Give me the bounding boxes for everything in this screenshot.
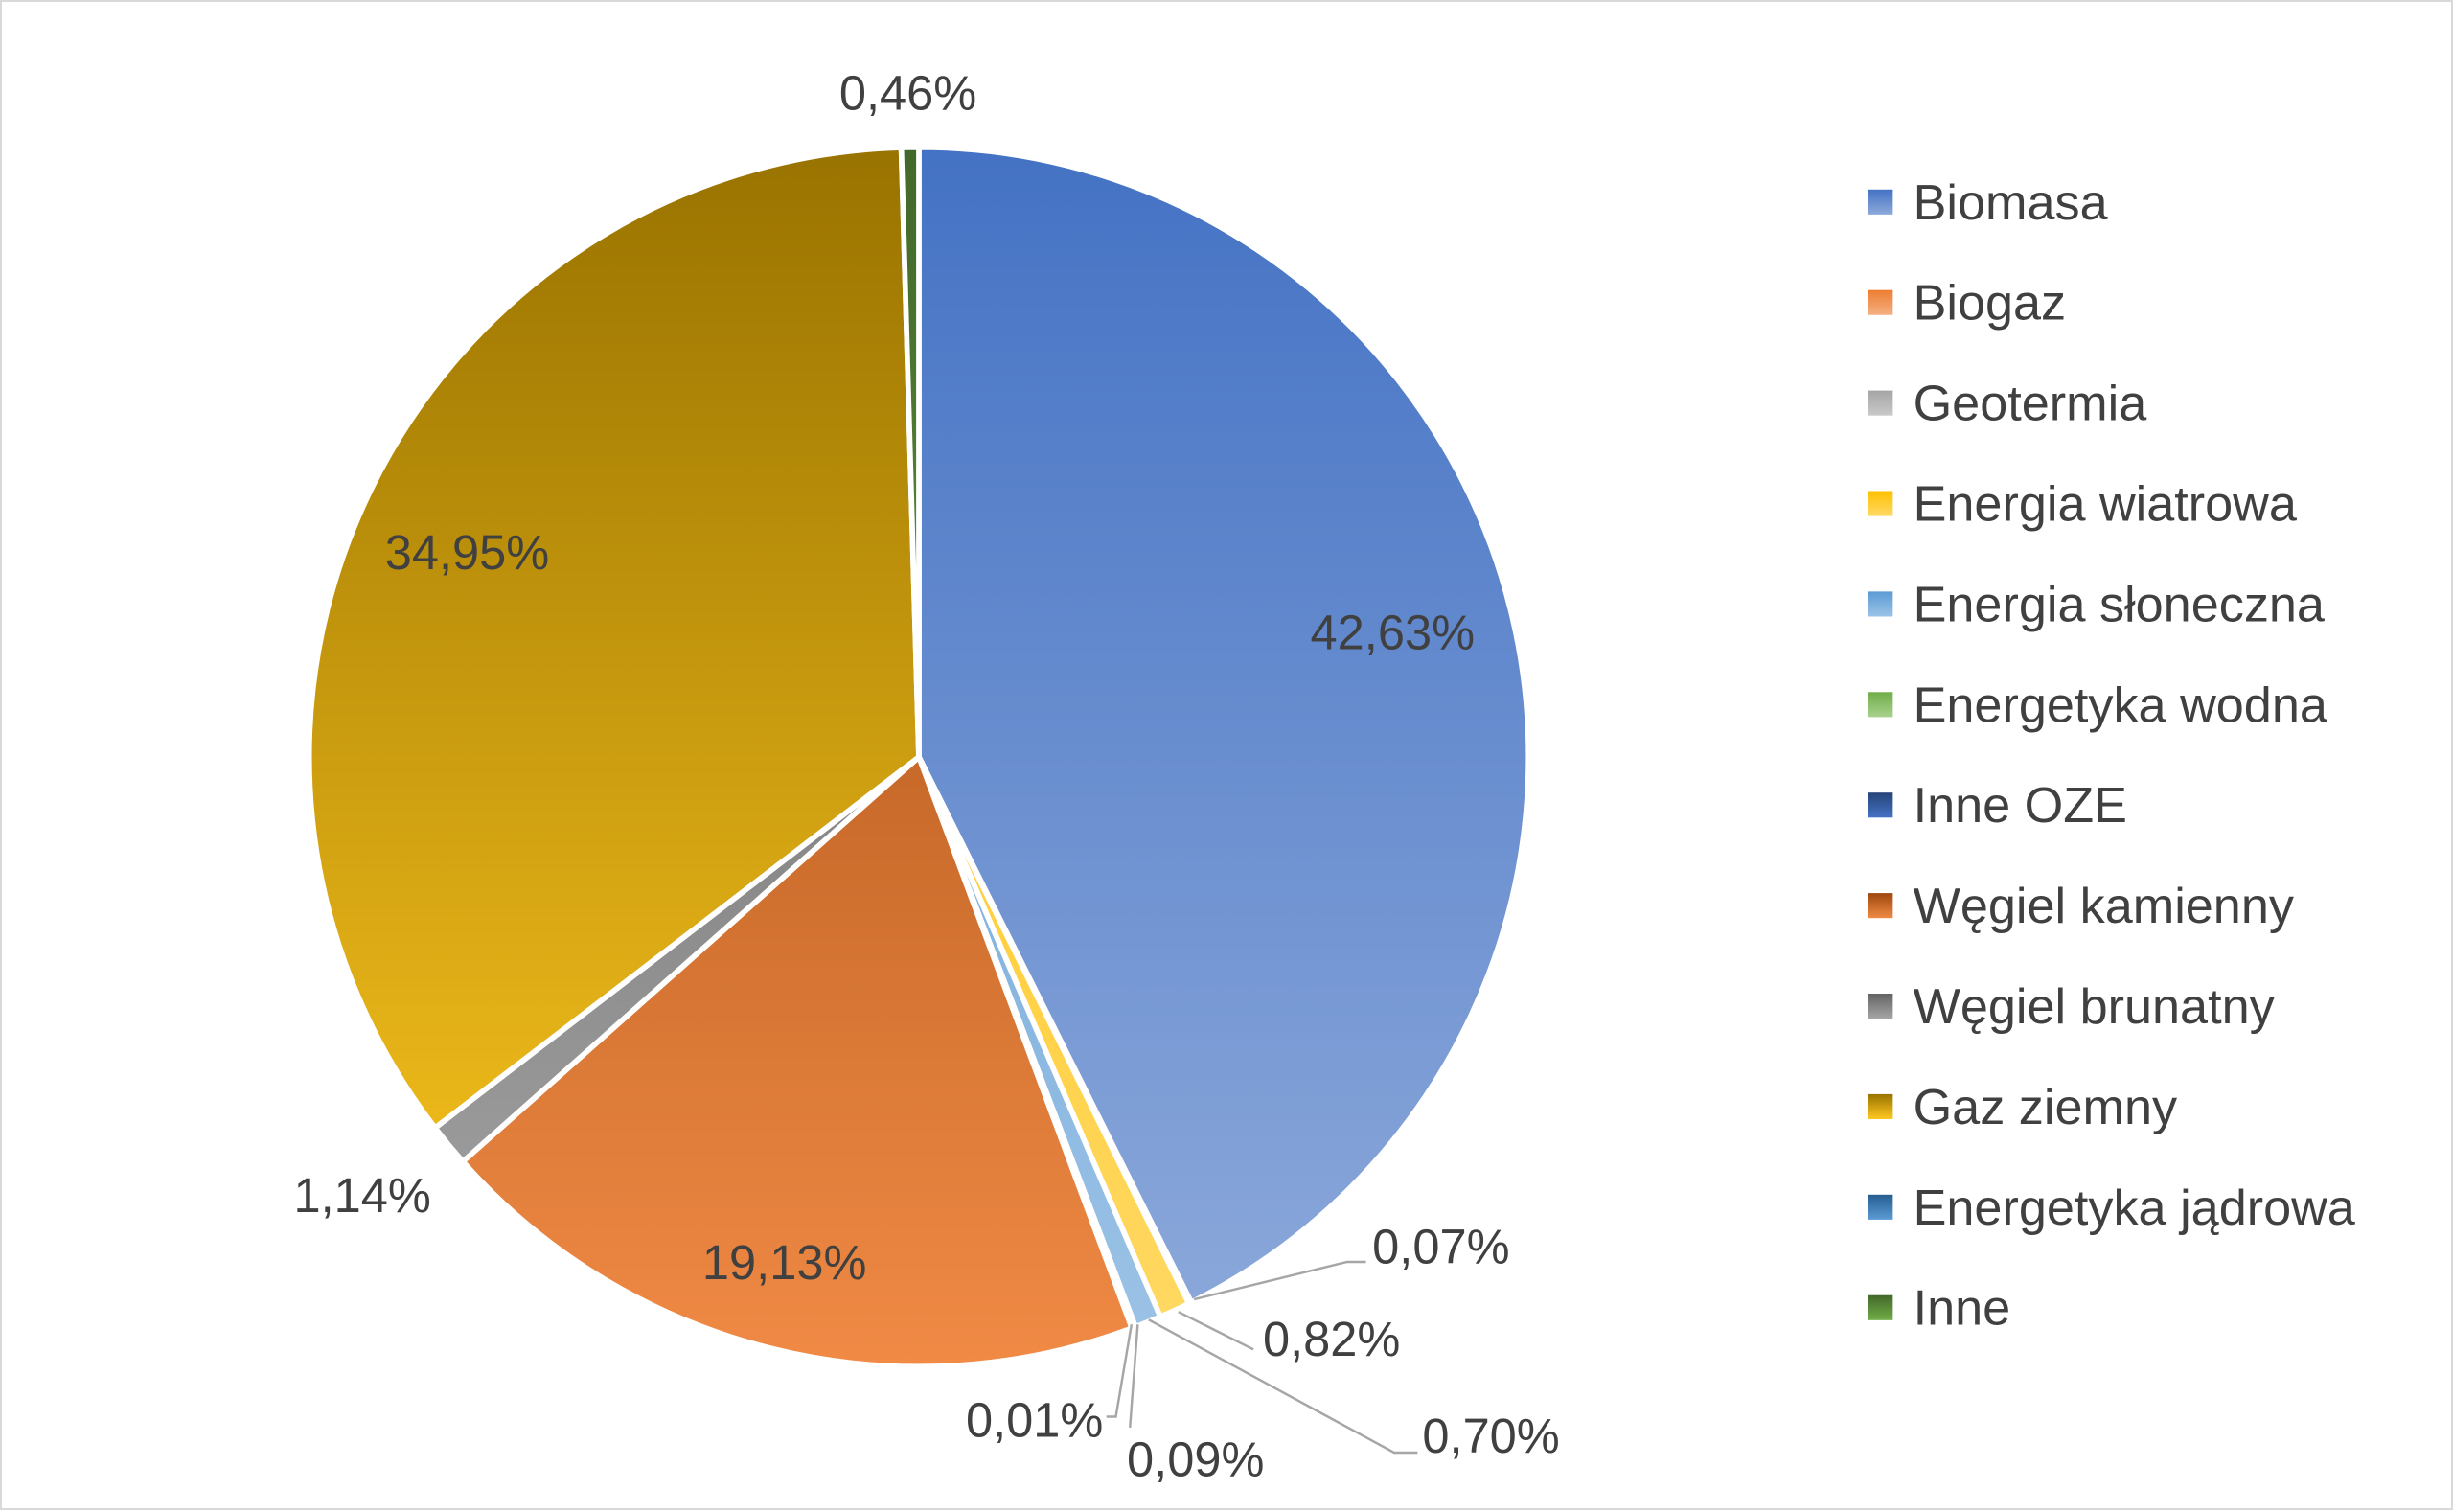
legend-item: Inne [1868,1281,2010,1337]
legend-label: Geotermia [1914,377,2148,432]
pie-slice-gaz-ziemny [306,145,922,1131]
legend-swatch [1868,893,1893,919]
legend-label: Energia wiatrowa [1914,476,2298,532]
legend-item: Geotermia [1868,377,2147,432]
legend-item: Energia wiatrowa [1868,476,2298,532]
legend-swatch [1868,491,1893,516]
data-label: 0,09% [1127,1432,1264,1486]
pie-slice-biomasa [916,144,1532,1306]
legend-label: Energetyka jądrowa [1914,1180,2356,1236]
data-label: 0,01% [966,1393,1103,1448]
legend-item: Energetyka jądrowa [1868,1180,2356,1236]
legend-item: Biomasa [1868,175,2109,231]
legend-item: Energetyka wodna [1868,677,2328,733]
legend-label: Biogaz [1914,276,2067,332]
legend-swatch [1868,1093,1893,1120]
legend-item: Energia słoneczna [1868,577,2326,632]
legend-label: Węgiel brunatny [1914,979,2275,1035]
leader-line [1193,1260,1366,1301]
legend-item: Węgiel kamienny [1868,879,2294,934]
data-label: 0,07% [1372,1220,1509,1274]
leader-line [1106,1324,1134,1418]
data-label: 1,14% [293,1168,430,1223]
pie-slice-węgiel-kamienny [460,754,1135,1370]
legend-swatch [1868,692,1893,718]
legend-swatch [1868,591,1893,617]
data-label: 42,63% [1311,605,1476,659]
legend-item: Inne OZE [1868,778,2127,834]
legend-label: Inne [1914,1281,2011,1337]
legend-swatch [1868,1194,1893,1220]
data-label: 0,82% [1263,1312,1400,1366]
legend-label: Węgiel kamienny [1914,879,2294,934]
leader-line [1148,1318,1418,1455]
legend-item: Biogaz [1868,276,2066,332]
data-label: 19,13% [702,1235,867,1290]
legend-label: Inne OZE [1914,778,2127,834]
leader-line [1178,1311,1254,1351]
legend-swatch [1868,1294,1893,1320]
data-label: 34,95% [385,525,550,580]
legend-swatch [1868,289,1893,315]
legend-label: Energia słoneczna [1914,577,2326,632]
legend-swatch [1868,390,1893,416]
leader-line [1128,1324,1139,1428]
legend-label: Biomasa [1914,175,2109,231]
data-label: 0,46% [839,66,976,121]
legend-label: Energetyka wodna [1914,677,2328,733]
pie-slice-inne [898,144,922,760]
data-label: 0,70% [1422,1409,1559,1463]
legend-item: Gaz ziemny [1868,1080,2177,1135]
legend-label: Gaz ziemny [1914,1080,2178,1135]
legend-swatch [1868,189,1893,215]
legend-item: Węgiel brunatny [1868,979,2275,1035]
legend-swatch [1868,994,1893,1019]
legend-swatch [1868,792,1893,818]
